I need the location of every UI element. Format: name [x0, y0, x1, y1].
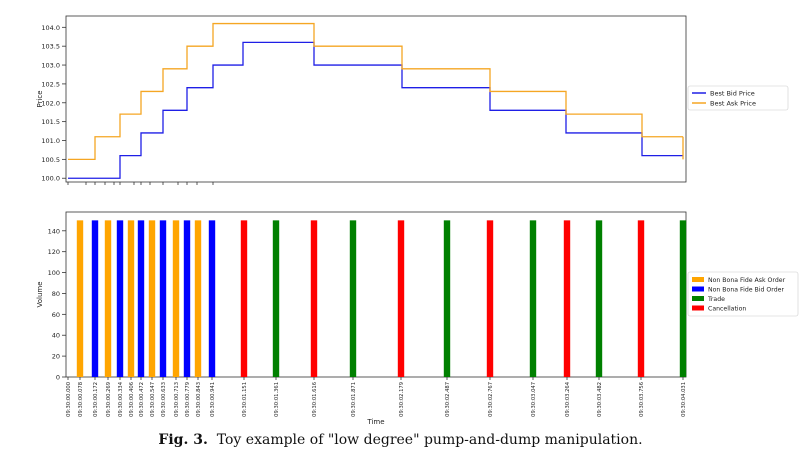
volume-y-tick-label: 0 [56, 374, 60, 382]
volume-x-axis-label: Time [366, 418, 384, 426]
volume-bar [443, 220, 451, 377]
volume-x-tick-label: 09:30:00.713 [174, 382, 180, 417]
volume-x-tick-label: 09:30:02.487 [445, 382, 451, 417]
price-y-tick-label: 101.5 [41, 118, 60, 126]
price-legend-label: Best Ask Price [710, 100, 756, 108]
volume-x-tick-label: 09:30:02.767 [488, 382, 494, 417]
volume-x-tick-label: 09:30:01.361 [274, 382, 280, 417]
volume-bar [137, 220, 145, 377]
volume-bar [637, 220, 645, 377]
volume-legend-label: Non Bona Fide Bid Order [708, 287, 784, 294]
volume-x-tick-label: 09:30:00.941 [210, 382, 216, 417]
price-y-tick-label: 104.0 [41, 24, 60, 32]
volume-x-tick-label: 09:30:02.179 [399, 382, 405, 417]
volume-bar [148, 220, 156, 377]
volume-x-tick-label: 09:30:00.406 [129, 382, 135, 417]
volume-x-tick-label: 09:30:00.078 [78, 382, 84, 417]
price-legend [687, 85, 789, 111]
volume-x-tick-label: 09:30:01.151 [242, 382, 248, 417]
price-y-tick-label: 103.5 [41, 43, 60, 51]
price-y-tick-label: 100.0 [41, 175, 60, 183]
volume-y-tick-label: 100 [48, 269, 60, 277]
volume-bar [272, 220, 280, 377]
volume-y-axis-label: Volume [36, 281, 44, 307]
volume-y-tick-label: 60 [52, 311, 60, 319]
price-y-tick-label: 102.5 [41, 80, 60, 88]
price-y-axis-label: Price [36, 90, 44, 107]
volume-x-tick-label: 09:30:04.031 [681, 382, 687, 417]
caption-label: Fig. 3. [158, 432, 208, 448]
best-ask-price-line [68, 22, 683, 161]
volume-x-tick-label: 09:30:03.482 [597, 382, 603, 417]
volume-legend-swatch [692, 296, 704, 301]
volume-x-tick-label: 09:30:00.269 [106, 382, 112, 417]
volume-bar [310, 220, 318, 377]
volume-bar [172, 220, 180, 377]
volume-x-tick-label: 09:30:01.871 [351, 382, 357, 417]
volume-bar [240, 220, 248, 377]
figure: 100.0 100.5 101.0 101.5 102.0 102.5 103.0 103.5… [36, 15, 799, 426]
volume-x-tick-label: 09:30:00.633 [161, 382, 167, 417]
volume-chart: 0 20 40 60 80 100 120 140 09:30:00.000 09:30:00.0… [36, 211, 799, 426]
volume-y-tick-label: 120 [48, 248, 60, 256]
volume-legend-label: Trade [707, 296, 725, 303]
price-legend-label: Best Bid Price [710, 90, 755, 98]
volume-legend-label: Non Bona Fide Ask Order [708, 277, 786, 284]
volume-bar [595, 220, 603, 377]
volume-x-tick-label: 09:30:03.047 [531, 382, 537, 417]
volume-x-tick-label: 09:30:00.779 [185, 382, 191, 417]
price-y-tick-label: 102.0 [41, 99, 60, 107]
price-chart: 100.0 100.5 101.0 101.5 102.0 102.5 103.0 103.5… [36, 15, 789, 185]
volume-bar [116, 220, 124, 377]
volume-bar [183, 220, 191, 377]
volume-x-tick-label: 09:30:00.334 [118, 381, 124, 417]
volume-x-tick-label: 09:30:00.843 [196, 382, 202, 417]
volume-bar [529, 220, 537, 377]
volume-legend-swatch [692, 305, 704, 311]
volume-bar [208, 220, 216, 377]
caption-text: Toy example of "low degree" pump-and-dum… [216, 432, 643, 448]
volume-x-tick-label: 09:30:00.000 [66, 382, 72, 417]
volume-x-tick-label: 09:30:03.756 [639, 382, 645, 417]
volume-x-tick-label: 09:30:00.172 [93, 382, 99, 417]
volume-legend [687, 271, 799, 317]
volume-bar [91, 220, 99, 377]
volume-legend-swatch [692, 277, 704, 282]
volume-legend-label: Cancellation [708, 306, 746, 313]
price-plot-frame [65, 15, 687, 183]
volume-bar [194, 220, 202, 377]
volume-bar [679, 220, 687, 377]
volume-x-tick-label: 09:30:03.264 [565, 381, 571, 417]
volume-plot-frame [65, 211, 687, 378]
volume-bar [349, 220, 357, 377]
volume-bar [563, 220, 571, 377]
volume-y-tick-label: 20 [52, 353, 60, 361]
volume-bar [397, 220, 405, 377]
volume-bar [127, 220, 135, 377]
price-y-tick-label: 103.0 [41, 62, 60, 70]
price-y-tick-label: 100.5 [41, 156, 60, 164]
volume-y-tick-label: 140 [48, 227, 60, 235]
price-y-tick-label: 101.0 [41, 137, 60, 145]
volume-legend-swatch [692, 286, 704, 292]
volume-bar [159, 220, 167, 377]
figure-caption: Fig. 3. Toy example of "low degree" pump… [0, 432, 801, 448]
volume-x-tick-label: 09:30:00.547 [150, 382, 156, 417]
volume-x-tick-label: 09:30:01.616 [312, 382, 318, 417]
volume-y-tick-label: 40 [52, 332, 60, 340]
volume-x-tick-label: 09:30:00.472 [139, 382, 145, 417]
volume-y-tick-label: 80 [52, 290, 60, 298]
volume-bar [76, 220, 84, 377]
volume-bar [104, 220, 112, 377]
volume-bar [486, 220, 494, 377]
